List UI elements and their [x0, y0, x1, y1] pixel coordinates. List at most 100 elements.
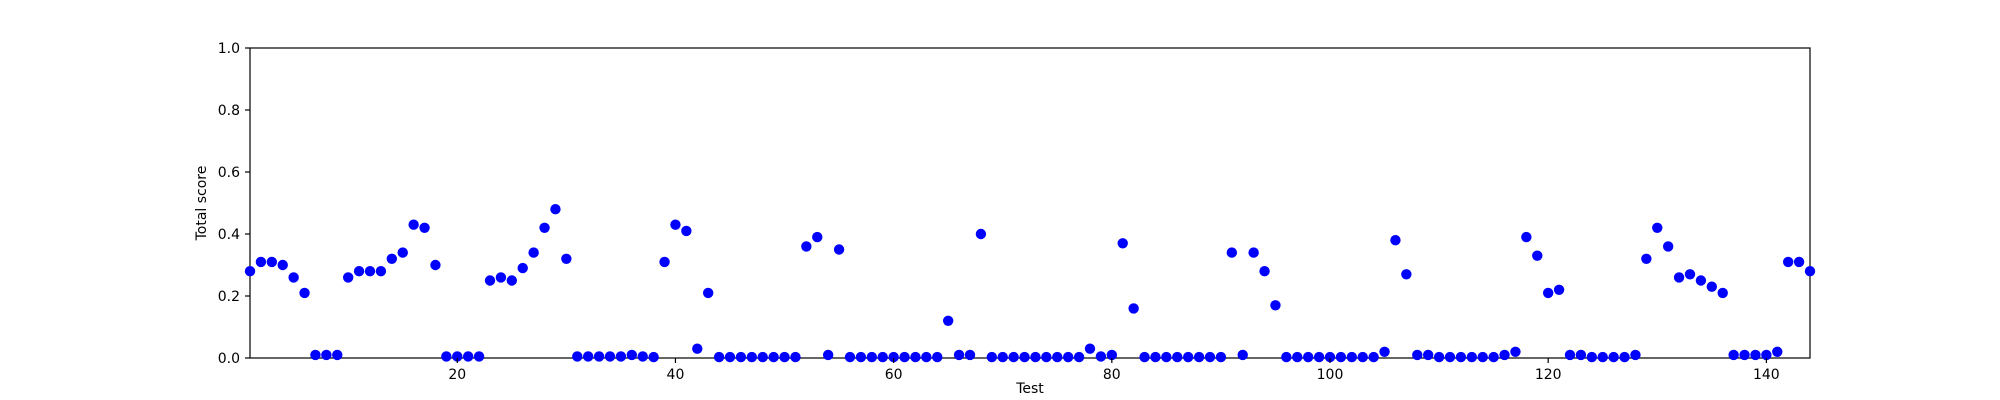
data-point — [822, 349, 834, 361]
data-point — [746, 351, 758, 363]
data-point — [1390, 235, 1401, 246]
data-point — [332, 349, 343, 361]
data-point — [1270, 300, 1281, 311]
data-point — [342, 272, 354, 283]
data-point — [473, 351, 485, 362]
data-point — [1510, 346, 1521, 357]
y-axis-label: Total score — [194, 166, 210, 242]
data-point — [997, 351, 1008, 363]
data-point — [1204, 351, 1216, 363]
data-point — [702, 287, 714, 299]
data-point — [692, 343, 703, 354]
data-point — [1128, 303, 1139, 314]
data-point — [430, 259, 441, 271]
data-point — [1782, 256, 1794, 268]
data-point — [1772, 346, 1783, 357]
data-point — [593, 351, 605, 362]
y-tick-label: 0.4 — [218, 227, 240, 243]
data-point — [1259, 266, 1270, 277]
x-tick-label: 140 — [1753, 367, 1780, 383]
x-tick-label: 20 — [448, 367, 466, 383]
data-point — [1172, 351, 1183, 363]
x-tick-label: 120 — [1535, 367, 1562, 383]
plot-frame — [249, 47, 1811, 359]
data-point — [1804, 266, 1816, 277]
data-point — [375, 266, 387, 277]
data-point — [299, 287, 310, 299]
y-tick-label: 0.2 — [218, 289, 240, 305]
data-point — [659, 256, 670, 268]
data-point — [1695, 275, 1707, 286]
data-point — [550, 204, 561, 215]
data-point — [1586, 351, 1598, 363]
data-point — [1324, 351, 1336, 363]
data-point — [1041, 351, 1052, 363]
data-point — [1532, 250, 1543, 261]
data-point — [288, 272, 299, 283]
data-point — [1477, 351, 1488, 363]
data-point — [1750, 349, 1761, 361]
data-point — [1641, 253, 1652, 264]
data-point — [277, 259, 288, 271]
data-point — [462, 351, 474, 362]
y-tick-label: 0.6 — [218, 165, 240, 181]
data-point — [1662, 241, 1674, 252]
x-tick-label: 40 — [667, 367, 685, 383]
y-axis-ticks: 0.0 0.2 0.4 0.6 0.8 1.0 — [218, 41, 250, 367]
data-point — [452, 351, 463, 362]
data-point — [932, 351, 943, 363]
data-point — [681, 225, 692, 237]
data-points — [244, 204, 1816, 363]
data-point — [1444, 351, 1456, 363]
data-point — [921, 351, 932, 363]
data-point — [1521, 231, 1532, 243]
data-point — [986, 351, 998, 363]
data-point — [1073, 351, 1085, 363]
data-point — [495, 272, 507, 283]
data-point — [266, 256, 278, 268]
data-point — [1106, 349, 1118, 361]
data-point — [1673, 272, 1685, 283]
x-tick-label: 80 — [1103, 367, 1121, 383]
data-point — [735, 351, 747, 363]
data-point — [353, 266, 365, 277]
data-point — [1368, 351, 1379, 363]
data-point — [790, 351, 801, 363]
data-point — [757, 351, 768, 363]
data-point — [801, 241, 812, 252]
data-point — [561, 253, 572, 264]
data-point — [626, 349, 638, 361]
data-point — [1335, 351, 1347, 363]
y-tick-label: 0.0 — [218, 351, 240, 367]
data-point — [1728, 349, 1739, 361]
data-point — [506, 275, 518, 286]
data-point — [1597, 351, 1608, 363]
data-point — [1248, 247, 1259, 258]
data-point — [1433, 351, 1445, 363]
data-point — [637, 351, 648, 362]
data-point — [1019, 351, 1030, 363]
data-point — [321, 349, 332, 361]
data-point — [1564, 349, 1576, 361]
data-point — [1706, 281, 1718, 292]
data-point — [844, 351, 856, 363]
data-point — [1193, 351, 1205, 363]
data-point — [310, 349, 321, 361]
data-point — [1466, 351, 1478, 363]
data-point — [855, 351, 867, 363]
x-tick-label: 100 — [1317, 367, 1344, 383]
data-point — [1117, 238, 1128, 249]
data-point — [1226, 247, 1238, 258]
data-point — [397, 247, 408, 258]
data-point — [812, 231, 823, 243]
data-point — [1761, 349, 1772, 361]
data-point — [899, 351, 910, 363]
data-point — [1313, 351, 1325, 363]
data-point — [1062, 351, 1074, 363]
data-point — [1215, 351, 1227, 363]
data-point — [713, 351, 725, 363]
data-point — [1084, 343, 1096, 354]
data-point — [1739, 349, 1750, 361]
y-tick-label: 1.0 — [218, 41, 240, 57]
